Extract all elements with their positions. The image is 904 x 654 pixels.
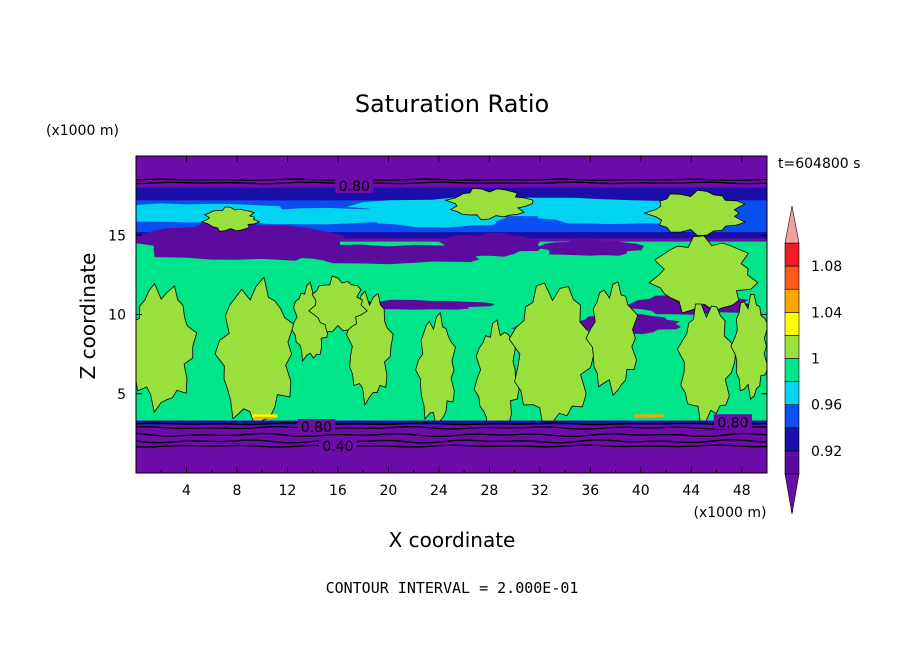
x-tick-label: 8 (232, 483, 241, 499)
field-upper-cyan-patch (376, 211, 508, 228)
contour-line (136, 181, 767, 185)
contour-interval-footer: CONTOUR INTERVAL = 2.000E-01 (326, 579, 579, 597)
x-tick-label: 32 (531, 483, 549, 499)
time-label: t=604800 s (778, 156, 860, 172)
colorbar-swatch (784, 427, 800, 452)
field-warm-spot (252, 414, 278, 418)
field-saturated-cell (676, 303, 737, 427)
contour-label-bg (297, 419, 336, 435)
x-tick-label: 24 (430, 483, 448, 499)
field-dry-intrusion (276, 244, 491, 265)
contour-line (136, 422, 767, 426)
colorbar-swatch (784, 358, 800, 382)
field-saturated-cell (648, 235, 759, 314)
x-tick-label: 20 (379, 483, 397, 499)
colorbar-swatch (784, 404, 800, 429)
x-tick-label: 40 (632, 483, 650, 499)
field-saturated-cell (308, 275, 368, 333)
contour-line (136, 444, 767, 448)
field-boundary-top-band (136, 420, 767, 425)
colorbar-tick-label: 1 (811, 352, 820, 368)
contour-line (136, 425, 767, 430)
contour-line (136, 178, 767, 182)
colorbar: 0.92 0.96 1 1.04 1.08 (784, 205, 842, 515)
field-saturated-cell (136, 282, 198, 414)
colorbar-tick-label: 1.04 (811, 305, 842, 321)
y-unit-label: (x1000 m) (46, 123, 119, 139)
x-tick-label: 16 (329, 483, 347, 499)
x-tick-label: 12 (279, 483, 297, 499)
x-tick-label: 44 (682, 483, 700, 499)
contour-label-bg (335, 178, 374, 194)
field-saturated-cell (415, 311, 456, 429)
field-dry-intrusion (535, 239, 645, 256)
field-saturated-cell (508, 282, 598, 432)
colorbar-swatch (784, 335, 800, 359)
y-tick-label: 10 (108, 308, 126, 324)
field-saturated-cell (585, 281, 639, 397)
x-tick-label: 4 (182, 483, 191, 499)
y-tick-label: 15 (108, 228, 126, 244)
colorbar-over-arrow (784, 205, 800, 244)
field-warm-spot (634, 414, 664, 418)
colorbar-under-arrow (784, 473, 800, 515)
colorbar-tick-label: 0.92 (811, 444, 842, 460)
y-axis-label: Z coordinate (76, 253, 100, 380)
x-tick-label: 28 (480, 483, 498, 499)
x-axis-label: X coordinate (389, 528, 516, 552)
y-tick-label: 5 (117, 387, 126, 403)
contour-line (136, 432, 767, 438)
colorbar-swatch (784, 265, 800, 290)
contour-label: 0.80 (339, 179, 370, 195)
chart-title: Saturation Ratio (355, 90, 549, 118)
colorbar-swatch (784, 288, 800, 313)
field-saturated-cell (200, 206, 261, 232)
colorbar-tick-label: 0.96 (811, 398, 842, 414)
field-saturated-cell (730, 293, 767, 400)
field-layers: 0.80 0.80 0.40 0.80 (136, 156, 767, 473)
field-saturated-cell (346, 290, 394, 407)
contour-label-bg (713, 414, 752, 430)
field-warm-spot (254, 416, 275, 419)
field-saturated-cell (214, 276, 295, 430)
field-saturated-cell (643, 189, 747, 237)
contour-label: 0.80 (301, 420, 332, 436)
field-saturated-cell (444, 187, 534, 221)
colorbar-swatch (784, 381, 800, 406)
colorbar-swatch (784, 242, 800, 267)
contour-line (136, 439, 767, 444)
colorbar-tick-label: 1.08 (811, 259, 842, 275)
field-dry-intrusion (136, 220, 346, 261)
field-dry-intrusion (437, 232, 542, 257)
contour-label: 0.80 (717, 415, 748, 431)
x-tick-label: 48 (733, 483, 751, 499)
colorbar-swatch (784, 311, 800, 336)
contour-label-bg (318, 438, 357, 454)
x-unit-label: (x1000 m) (694, 505, 767, 521)
x-tick-label: 36 (581, 483, 599, 499)
colorbar-swatch (784, 450, 800, 475)
plot-area: 0.80 0.80 0.40 0.80 (136, 156, 767, 473)
contour-label: 0.40 (322, 439, 353, 455)
